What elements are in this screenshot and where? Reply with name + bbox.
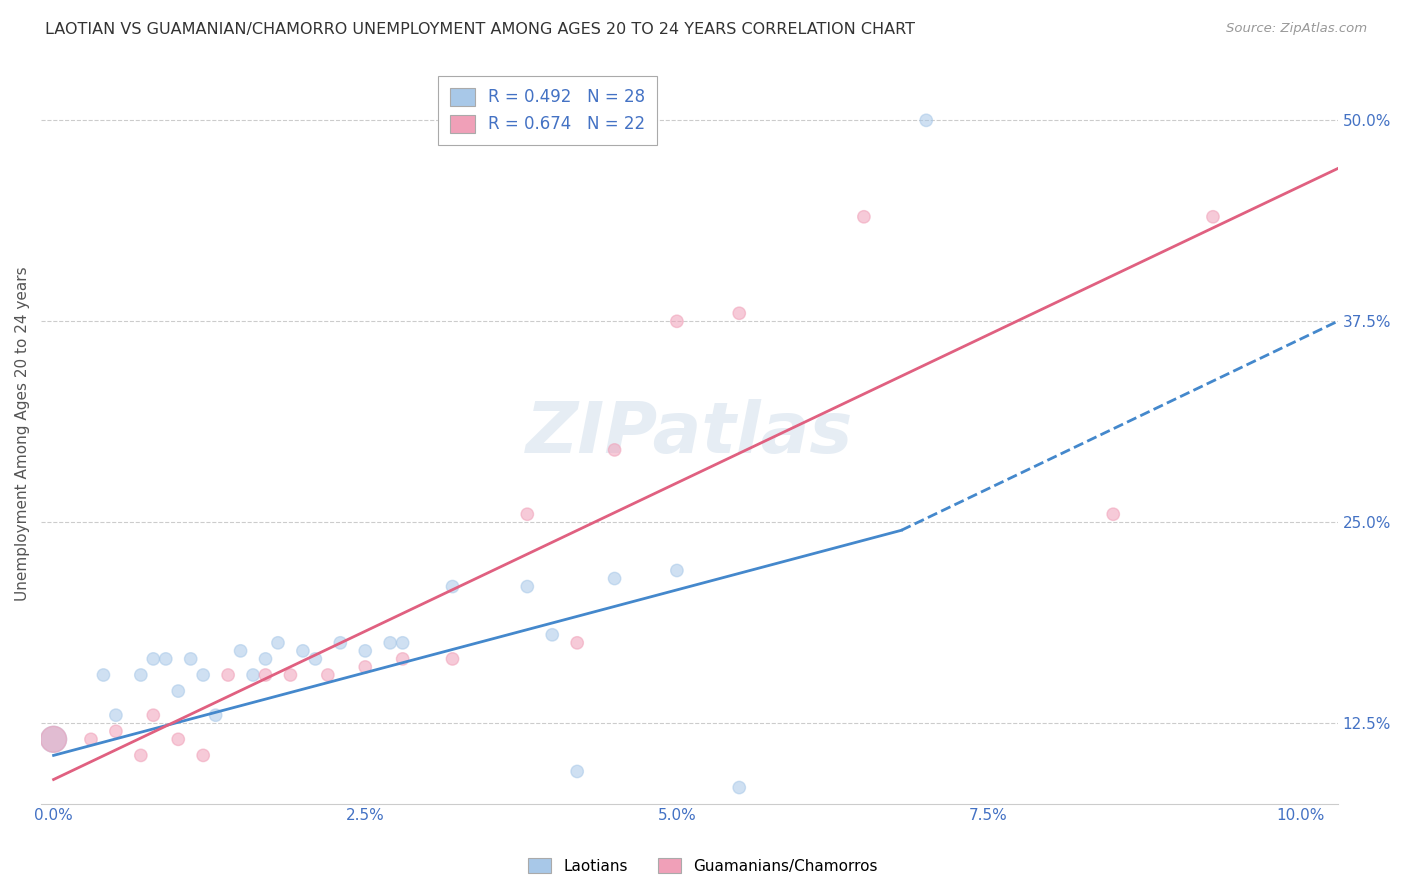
Point	[142, 652, 165, 666]
Point	[391, 636, 413, 650]
Point	[391, 652, 413, 666]
Legend: R = 0.492   N = 28, R = 0.674   N = 22: R = 0.492 N = 28, R = 0.674 N = 22	[439, 76, 657, 145]
Point	[93, 668, 115, 682]
Text: Source: ZipAtlas.com: Source: ZipAtlas.com	[1226, 22, 1367, 36]
Point	[852, 210, 875, 224]
Point	[217, 668, 239, 682]
Text: ZIPatlas: ZIPatlas	[526, 400, 853, 468]
Point	[142, 708, 165, 723]
Point	[567, 636, 589, 650]
Point	[603, 442, 626, 457]
Point	[204, 708, 226, 723]
Point	[665, 564, 688, 578]
Point	[155, 652, 177, 666]
Point	[104, 724, 127, 739]
Y-axis label: Unemployment Among Ages 20 to 24 years: Unemployment Among Ages 20 to 24 years	[15, 267, 30, 601]
Point	[242, 668, 264, 682]
Point	[193, 748, 215, 763]
Point	[180, 652, 202, 666]
Point	[541, 628, 564, 642]
Point	[42, 732, 65, 747]
Point	[267, 636, 290, 650]
Point	[167, 684, 190, 698]
Point	[291, 644, 314, 658]
Point	[441, 580, 464, 594]
Point	[1102, 507, 1125, 521]
Point	[665, 314, 688, 328]
Point	[354, 644, 377, 658]
Point	[280, 668, 302, 682]
Point	[229, 644, 252, 658]
Point	[104, 708, 127, 723]
Text: LAOTIAN VS GUAMANIAN/CHAMORRO UNEMPLOYMENT AMONG AGES 20 TO 24 YEARS CORRELATION: LAOTIAN VS GUAMANIAN/CHAMORRO UNEMPLOYME…	[45, 22, 915, 37]
Point	[915, 113, 938, 128]
Point	[129, 668, 152, 682]
Point	[728, 780, 751, 795]
Point	[304, 652, 326, 666]
Point	[80, 732, 103, 747]
Point	[441, 652, 464, 666]
Point	[380, 636, 402, 650]
Point	[42, 732, 65, 747]
Point	[254, 652, 277, 666]
Point	[316, 668, 339, 682]
Point	[1202, 210, 1225, 224]
Legend: Laotians, Guamanians/Chamorros: Laotians, Guamanians/Chamorros	[522, 852, 884, 880]
Point	[516, 580, 538, 594]
Point	[167, 732, 190, 747]
Point	[728, 306, 751, 320]
Point	[567, 764, 589, 779]
Point	[603, 572, 626, 586]
Point	[329, 636, 352, 650]
Point	[254, 668, 277, 682]
Point	[516, 507, 538, 521]
Point	[354, 660, 377, 674]
Point	[129, 748, 152, 763]
Point	[193, 668, 215, 682]
